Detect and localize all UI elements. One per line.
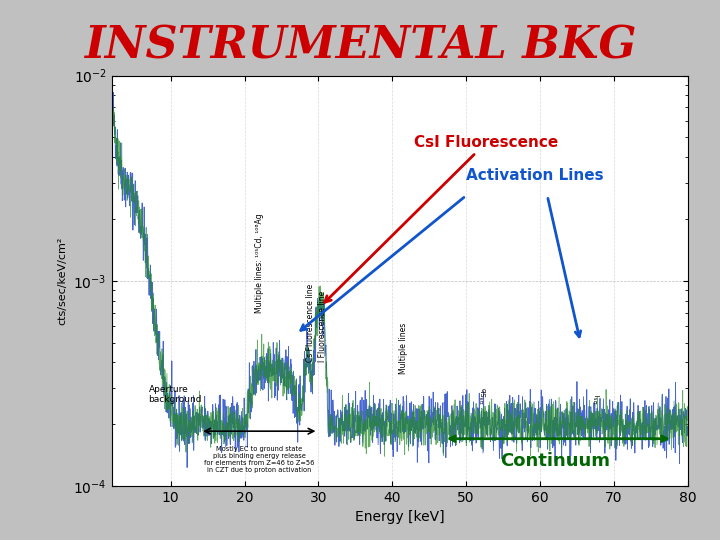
X-axis label: Energy [keV]: Energy [keV] [355,510,444,524]
Text: Cs Fluorescence line: Cs Fluorescence line [307,284,315,362]
Text: ¹²⁵I: ¹²⁵I [596,394,602,404]
Text: Mostly EC to ground state
plus binding energy release
for elements from Z=46 to : Mostly EC to ground state plus binding e… [204,446,315,472]
Text: I Fluorescence line: I Fluorescence line [318,291,327,362]
Text: Multiple lines: Multiple lines [399,323,408,374]
Text: INSTRUMENTAL BKG: INSTRUMENTAL BKG [84,24,636,68]
Y-axis label: cts/sec/keV/cm²: cts/sec/keV/cm² [58,237,68,325]
Text: Activation Lines: Activation Lines [466,168,603,183]
Text: ¹¹⁹Sb: ¹¹⁹Sb [482,387,487,404]
Text: CsI Fluorescence: CsI Fluorescence [325,135,559,302]
Text: Aperture
background: Aperture background [148,384,202,404]
Text: Continuum: Continuum [500,452,610,470]
Text: Multiple lines: ¹⁰⁵Cd, ¹⁰⁶Ag: Multiple lines: ¹⁰⁵Cd, ¹⁰⁶Ag [255,213,264,313]
